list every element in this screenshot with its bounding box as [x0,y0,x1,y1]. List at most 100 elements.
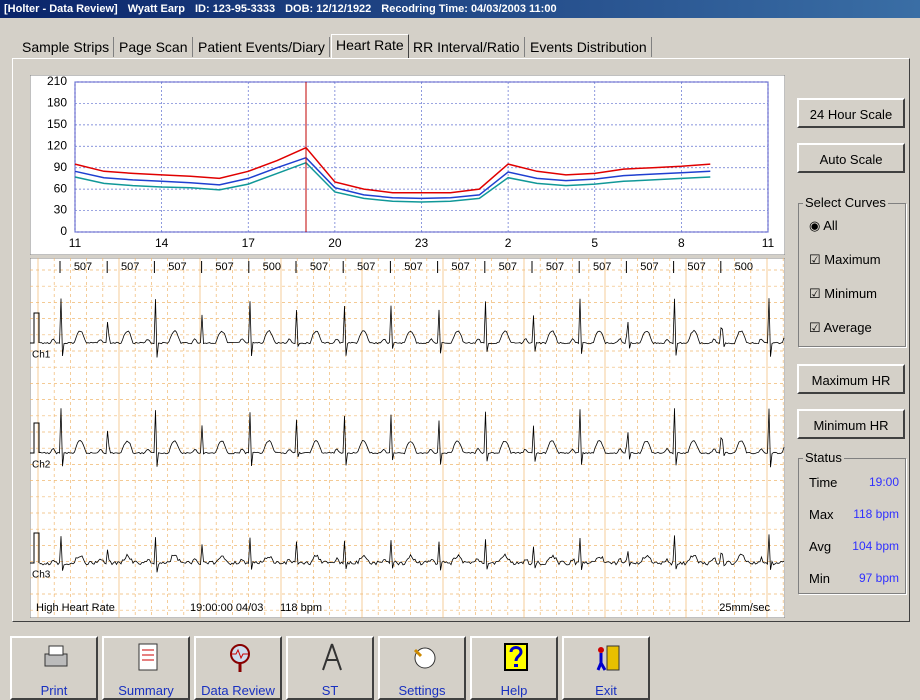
tab[interactable]: Events Distribution [526,37,652,57]
app-title: [Holter - Data Review] [4,3,118,15]
y-tick-label: 90 [54,160,68,174]
paper-speed: 25mm/sec [719,602,770,614]
tab[interactable]: Sample Strips [18,37,115,57]
rr-label: 507 [687,261,705,273]
patient-id: ID: 123-95-3333 [194,3,276,15]
recording-time: Recodring Time: 04/03/2003 11:00 [381,3,557,15]
tab[interactable]: Heart Rate [331,34,409,59]
rr-label: 507 [121,261,139,273]
button-label: Data Review [201,683,275,698]
rr-label: 507 [593,261,611,273]
y-tick-label: 30 [54,203,68,217]
channel-label: Ch1 [32,350,51,361]
y-tick-label: 180 [47,96,67,110]
y-tick-label: 60 [54,181,68,195]
event-rate: 118 bpm [280,602,322,614]
tab[interactable]: Page Scan [115,37,193,57]
rr-label: 507 [451,261,469,273]
button-label: Summary [118,683,174,698]
trend-line [74,146,711,194]
x-tick-label: 17 [242,236,256,250]
rr-label: 507 [310,261,328,273]
status-value: 19:00 [868,475,899,489]
x-tick-label: 11 [69,236,82,250]
icon [413,647,436,669]
y-tick-label: 150 [47,117,67,131]
toolbar-button[interactable]: Settings [378,636,466,700]
select-curves-group: Select Curves ◉ All ☑ Maximum ☑ Minimum … [798,195,906,347]
rr-label: 500 [263,261,281,273]
rr-label: 507 [499,261,517,273]
event-time: 19:00:00 04/03 [190,602,263,614]
status-value: 97 bpm [858,571,899,585]
rr-label: 500 [735,261,753,273]
title-bar: [Holter - Data Review] Wyatt Earp ID: 123-… [0,0,920,18]
icon [44,645,68,667]
status-row: Avg 104 bpm [809,539,899,554]
y-tick-label: 210 [47,75,67,88]
rr-label: 507 [74,261,92,273]
channel-label: Ch2 [32,460,51,471]
icon [322,643,342,671]
button-label: Settings [398,683,446,698]
toolbar-button[interactable]: Data Review [194,636,282,700]
radio-all[interactable]: ◉ All [809,218,838,233]
patient: Wyatt Earp [127,3,185,15]
x-tick-label: 14 [155,236,169,250]
x-tick-label: 8 [678,236,685,250]
check-average[interactable]: ☑ Average [809,320,872,335]
x-tick-label: 20 [328,236,342,250]
status-label: Time [809,475,838,490]
icon [230,644,250,672]
x-tick-label: 2 [505,236,512,250]
auto-scale-button[interactable]: Auto Scale [797,143,905,173]
toolbar-button[interactable]: Help [470,636,558,700]
status-value: 104 bpm [852,539,899,553]
calibration-pulse [30,312,40,344]
toolbar-button[interactable]: ST [286,636,374,700]
rr-label: 507 [640,261,658,273]
hour-scale-button[interactable]: 24 Hour Scale [797,98,905,128]
status-row: Time 19:00 [809,475,899,490]
y-tick-label: 0 [60,224,67,238]
status-label: Min [809,571,830,586]
label: All [823,218,838,233]
min-hr-button[interactable]: Minimum HR [797,409,905,439]
group-title: Select Curves [803,195,888,210]
status-value: 118 bpm [853,507,899,521]
toolbar-button[interactable]: Summary [102,636,190,700]
ecg-trace [39,408,785,468]
label: Average [823,320,872,335]
button-label: Print [40,683,68,698]
rr-label: 507 [168,261,186,273]
toolbar-button[interactable]: Print [10,636,98,700]
icon [504,643,528,671]
channel-label: Ch3 [32,570,51,581]
status-label: Max [809,507,834,522]
label: Maximum [824,252,881,267]
max-hr-button[interactable]: Maximum HR [797,364,905,394]
tab[interactable]: Patient Events/Diary [194,37,330,57]
icon [596,645,620,671]
ecg-trace [39,534,785,573]
toolbar-button[interactable]: Exit [562,636,650,700]
ecg-strip: 507 507 507 507 500 507 507 507 507 507 507 507 507 5… [30,258,785,618]
ecg-trace [39,298,785,358]
check-maximum[interactable]: ☑ Maximum [809,252,881,267]
calibration-pulse [30,422,40,454]
status-group: Status Time 19:00 Max 118 bpm Avg 104 bpm Min 9… [798,450,906,594]
status-row: Max 118 bpm [809,507,899,522]
status-label: Avg [809,539,832,554]
y-tick-label: 120 [47,138,67,152]
label: Minimum [824,286,878,301]
trend-line [74,156,711,200]
check-minimum[interactable]: ☑ Minimum [809,286,878,301]
button-label: Help [500,683,528,698]
x-tick-label: 23 [415,236,429,250]
rr-label: 507 [357,261,375,273]
button-label: Exit [595,683,617,698]
rr-label: 507 [404,261,422,273]
heart-rate-chart: 0 30 60 90 120 150 180 210 11 14 17 20 23 2 5 8 11 [30,75,785,255]
tab[interactable]: RR Interval/Ratio [409,37,525,57]
